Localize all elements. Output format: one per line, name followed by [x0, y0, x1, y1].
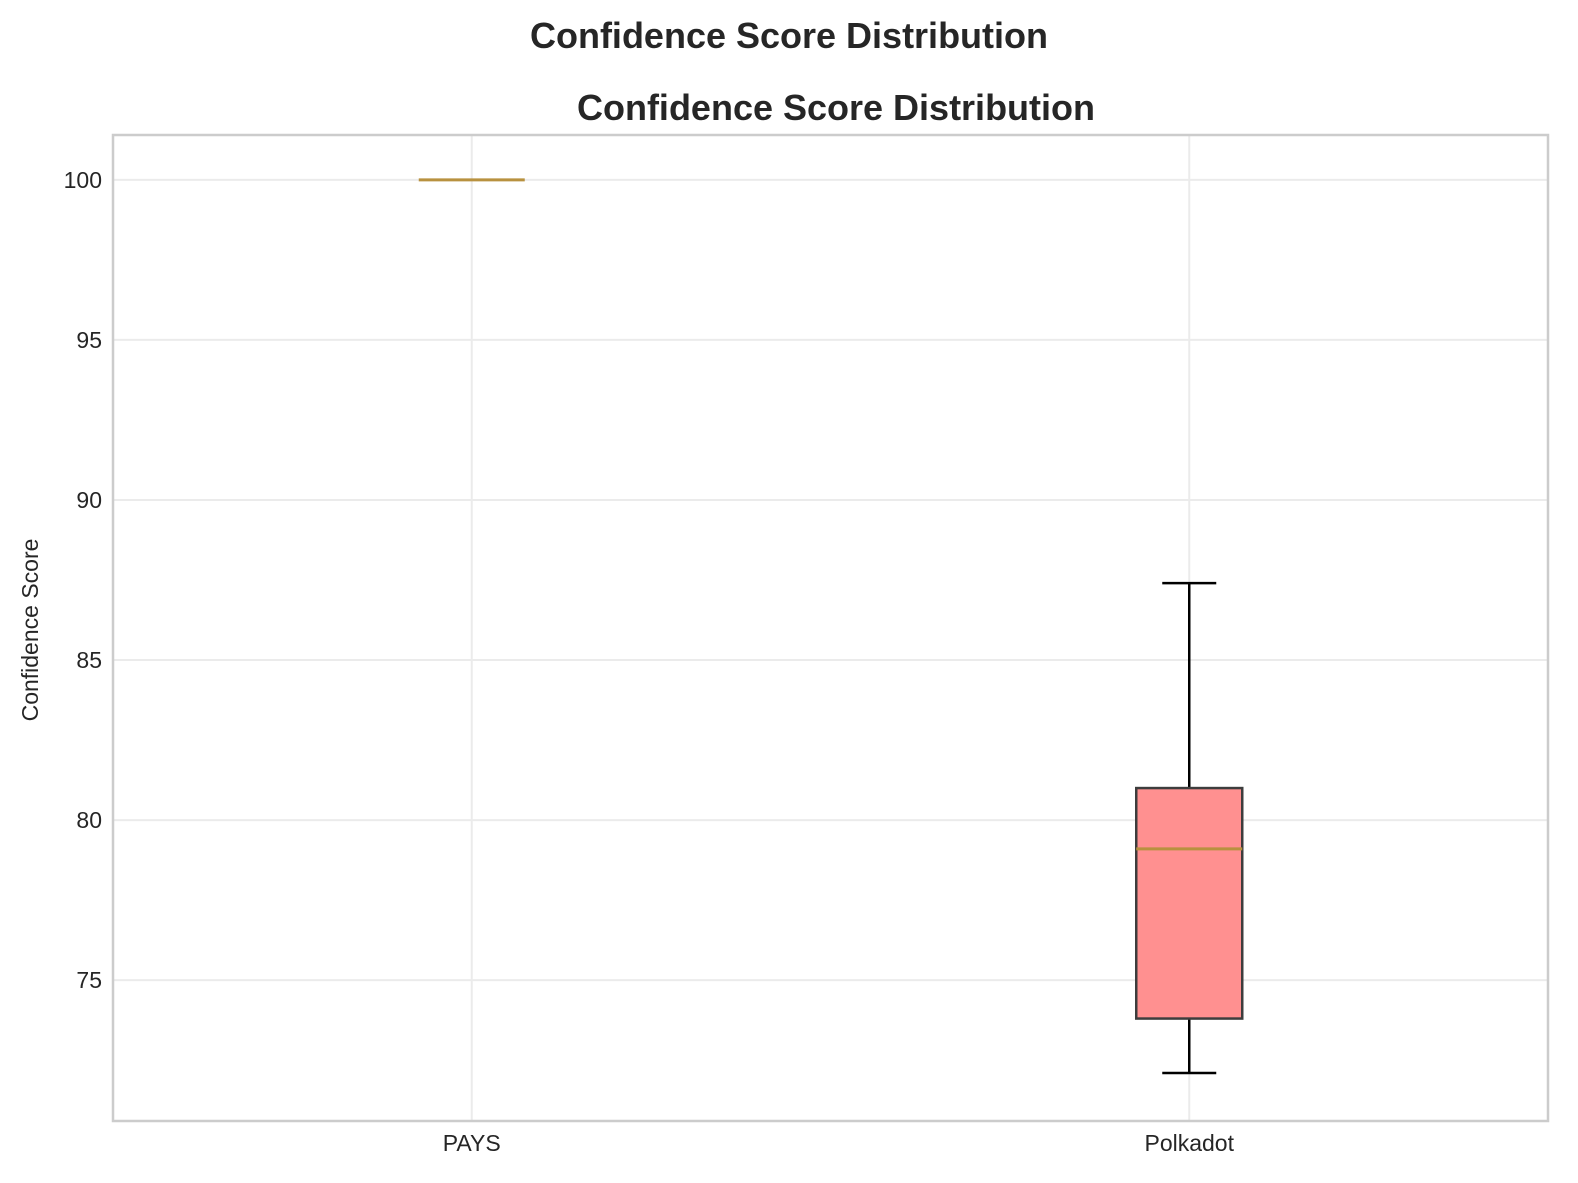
y-axis-label: Confidence Score [17, 539, 43, 722]
box-iqr [1135, 786, 1244, 1020]
box-plots [418, 178, 1244, 1075]
y-tick-label: 80 [76, 807, 102, 833]
gridlines [113, 135, 1548, 1121]
y-tick-label: 75 [76, 967, 102, 993]
plot-frame [111, 133, 1550, 1123]
y-tick-label: 90 [76, 487, 102, 513]
y-tick-label: 85 [76, 647, 102, 673]
tick-labels: 75 80 85 90 95 100 PAYS Polkadot [64, 167, 1235, 1156]
x-tick-label: Polkadot [1144, 1130, 1234, 1156]
y-tick-label: 95 [76, 327, 102, 353]
x-tick-label: PAYS [443, 1130, 501, 1156]
figure-suptitle: Confidence Score Distribution [530, 15, 1048, 56]
box-group-polkadot [1135, 581, 1244, 1075]
y-tick-label: 100 [64, 167, 102, 193]
chart-title: Confidence Score Distribution [577, 87, 1095, 128]
